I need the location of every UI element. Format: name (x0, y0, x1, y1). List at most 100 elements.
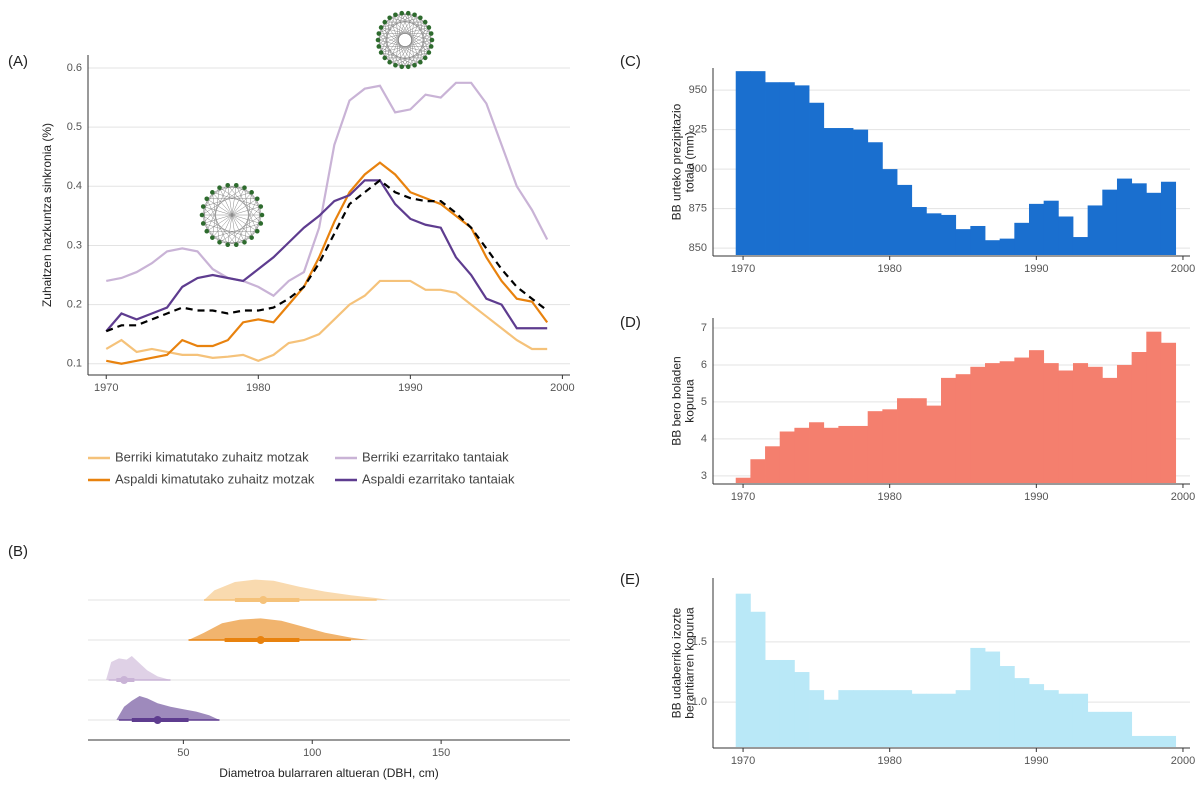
x-tick-label: 1970 (731, 263, 755, 275)
step-bar (750, 459, 766, 483)
step-bar (1131, 352, 1147, 483)
step-bar (970, 366, 986, 483)
x-tick-label: 2000 (550, 382, 574, 394)
panel-label: (A) (8, 53, 28, 70)
x-tick-label: 1970 (731, 755, 755, 767)
network-edge (395, 14, 432, 34)
network-node (422, 19, 428, 25)
x-tick-label: 100 (303, 747, 321, 759)
x-tick-label: 1990 (398, 382, 422, 394)
network-edge (256, 206, 262, 232)
network-edge (428, 33, 432, 53)
step-bar (985, 363, 1001, 483)
network-node (426, 25, 432, 30)
y-tick-label: 4 (701, 433, 707, 445)
network-edge (236, 185, 258, 232)
network-node (393, 12, 398, 18)
step-bar (867, 411, 883, 483)
x-tick-label: 1990 (1024, 491, 1048, 503)
network-node (242, 185, 247, 191)
density (203, 579, 390, 600)
step-bar (1102, 711, 1118, 747)
network-node (412, 62, 417, 68)
step-bar (1116, 364, 1133, 483)
step-bar (1072, 363, 1089, 483)
step-bar (1014, 678, 1030, 747)
y-tick-label: 0.3 (67, 239, 82, 251)
step-bar (853, 425, 869, 483)
network-edge (236, 185, 258, 199)
network-node (254, 228, 260, 234)
network-edge (206, 198, 228, 245)
x-tick-label: 1970 (94, 382, 118, 394)
step-bar (985, 651, 1001, 747)
network-node (225, 242, 231, 247)
step-bar (1102, 189, 1118, 255)
step-bar (838, 128, 854, 255)
y-tick-label: 900 (689, 163, 707, 175)
step-bar (882, 169, 898, 255)
step-bar (999, 361, 1015, 483)
network-node (382, 55, 388, 61)
panel-label: (B) (8, 543, 28, 560)
step-bar (941, 693, 957, 747)
y-axis-label: kopurua (683, 379, 697, 423)
step-bar (897, 690, 913, 747)
network-node (428, 44, 434, 49)
y-tick-label: 7 (701, 322, 707, 334)
step-bar (955, 374, 971, 483)
step-bar (809, 422, 825, 483)
y-tick-label: 950 (689, 84, 707, 96)
network-node (204, 228, 210, 234)
network-node (200, 221, 206, 226)
step-bar (867, 690, 883, 747)
network-node (225, 183, 231, 188)
network-node (242, 239, 247, 245)
step-bar (1058, 216, 1074, 255)
step-bar (970, 225, 986, 255)
network-node (418, 15, 423, 21)
x-tick-label: 2000 (1171, 491, 1195, 503)
step-bar (1087, 366, 1103, 483)
y-axis-label: Zuhaitzen hazkuntza sinkronia (%) (40, 123, 54, 307)
network-edge (203, 206, 261, 224)
network-edge (227, 206, 261, 245)
network-edge (378, 13, 402, 47)
y-tick-label: 5 (701, 396, 707, 408)
y-tick-label: 1.5 (692, 636, 707, 648)
step-bar (823, 427, 839, 483)
network-node (428, 31, 434, 36)
network-edge (203, 223, 252, 238)
network-edge (384, 33, 432, 59)
step-bar (1072, 693, 1089, 747)
network-node (249, 235, 254, 240)
y-tick-label: 875 (689, 203, 707, 215)
step-bar (1160, 342, 1177, 483)
y-axis-label: BB urteko prezipitazio (670, 103, 684, 220)
step-bar (1043, 690, 1059, 747)
median-point (153, 716, 162, 724)
step-bar (750, 71, 766, 255)
network-edge (212, 223, 261, 238)
network-edge (219, 214, 263, 243)
panel-label: (E) (620, 571, 640, 588)
step-bar (1116, 711, 1133, 747)
step-bar (1087, 711, 1103, 747)
step-bar (853, 690, 869, 747)
step-bar (838, 425, 854, 483)
step-bar (765, 446, 781, 483)
series-line (105, 279, 548, 362)
network-node (233, 242, 239, 247)
step-bar (1043, 363, 1059, 483)
x-tick-label: 2000 (1171, 263, 1195, 275)
network-node (249, 190, 254, 195)
step-bar (1087, 205, 1103, 255)
median-point (259, 596, 268, 604)
network-node (259, 212, 265, 218)
step-bar (794, 427, 810, 483)
step-bar (1028, 203, 1045, 255)
x-tick-label: 1990 (1024, 263, 1048, 275)
x-tick-label: 1980 (877, 491, 901, 503)
step-bar (882, 409, 898, 483)
x-tick-label: 1980 (877, 263, 901, 275)
